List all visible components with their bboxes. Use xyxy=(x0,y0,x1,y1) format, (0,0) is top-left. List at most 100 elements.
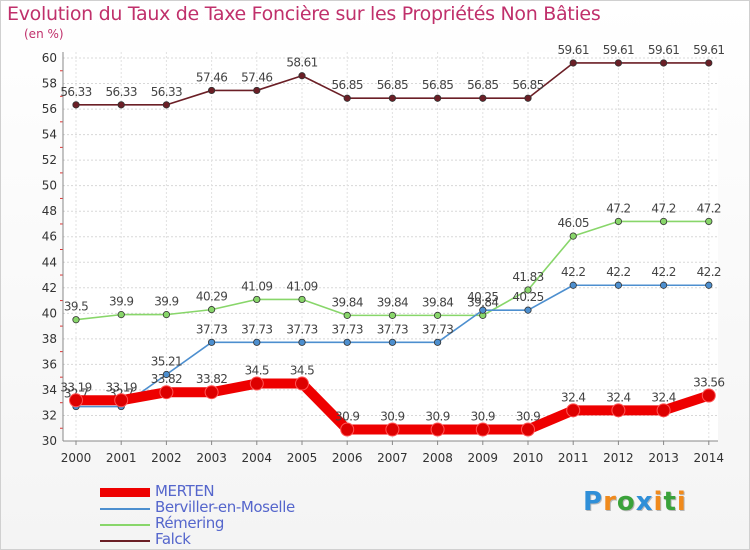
logo-letter: x xyxy=(635,487,654,517)
y-tick-label: 38 xyxy=(42,332,57,346)
data-label-falck: 56.85 xyxy=(377,78,408,92)
data-point-berviller-en-moselle xyxy=(388,338,396,346)
data-point-falck xyxy=(705,59,713,67)
legend-swatch xyxy=(100,508,150,510)
data-point-r-mering xyxy=(343,311,351,319)
data-point-berviller-en-moselle xyxy=(433,338,442,346)
data-point-falck xyxy=(479,94,487,102)
y-tick-label: 56 xyxy=(42,102,57,116)
data-label-r-mering: 41.83 xyxy=(512,270,543,284)
data-point-berviller-en-moselle xyxy=(343,338,351,346)
data-point-berviller-en-moselle xyxy=(659,281,668,289)
y-tick-label: 36 xyxy=(42,357,57,371)
data-label-r-mering: 39.84 xyxy=(422,295,453,309)
data-label-r-mering: 46.05 xyxy=(558,216,589,230)
data-label-falck: 59.61 xyxy=(648,43,679,57)
data-label-falck: 57.46 xyxy=(196,70,227,84)
data-label-r-mering: 41.09 xyxy=(241,279,272,293)
data-point-r-mering xyxy=(569,232,577,240)
data-point-r-mering xyxy=(524,286,532,294)
data-label-berviller-en-moselle: 42.2 xyxy=(651,265,675,279)
data-point-falck xyxy=(614,59,623,67)
data-label-merten: 32.4 xyxy=(606,390,630,404)
y-tick-label: 40 xyxy=(42,306,57,320)
logo-letter: i xyxy=(653,487,664,517)
y-tick-label: 50 xyxy=(42,179,57,193)
y-tick-label: 34 xyxy=(42,383,57,397)
x-tick-label: 2006 xyxy=(332,451,363,465)
data-label-berviller-en-moselle: 37.73 xyxy=(196,322,227,336)
y-tick-label: 30 xyxy=(42,434,57,448)
data-point-falck xyxy=(388,94,396,102)
data-label-falck: 59.61 xyxy=(603,43,634,57)
data-label-berviller-en-moselle: 37.73 xyxy=(332,322,363,336)
x-tick-label: 2014 xyxy=(694,451,725,465)
data-label-r-mering: 39.9 xyxy=(154,295,178,309)
x-tick-label: 2011 xyxy=(558,451,589,465)
data-label-merten: 33.19 xyxy=(60,380,91,394)
data-label-r-mering: 39.84 xyxy=(377,295,408,309)
data-label-berviller-en-moselle: 42.2 xyxy=(561,265,585,279)
plot-area xyxy=(63,52,718,441)
legend-swatch xyxy=(100,524,150,526)
data-point-r-mering xyxy=(388,311,396,319)
data-label-merten: 30.9 xyxy=(380,410,404,424)
data-point-merten xyxy=(521,422,535,437)
data-label-falck: 56.33 xyxy=(151,85,182,99)
data-point-merten xyxy=(340,422,355,437)
data-point-merten xyxy=(159,385,174,400)
data-point-merten xyxy=(430,422,445,437)
data-point-falck xyxy=(433,94,442,102)
data-label-merten: 34.5 xyxy=(290,364,314,378)
legend-label: MERTEN xyxy=(155,482,215,500)
data-point-falck xyxy=(343,94,351,102)
y-tick-label: 58 xyxy=(42,77,57,91)
data-point-r-mering xyxy=(298,295,306,304)
data-label-r-mering: 39.9 xyxy=(109,295,133,309)
data-label-berviller-en-moselle: 37.73 xyxy=(286,322,317,336)
data-point-r-mering xyxy=(659,217,668,226)
data-label-berviller-en-moselle: 37.73 xyxy=(377,322,408,336)
data-label-falck: 56.85 xyxy=(332,78,363,92)
data-point-merten xyxy=(69,393,83,408)
data-label-merten: 33.56 xyxy=(693,376,724,390)
data-label-r-mering: 39.5 xyxy=(64,300,88,314)
y-tick-label: 32 xyxy=(42,408,57,422)
x-tick-label: 2010 xyxy=(513,451,544,465)
y-tick-label: 42 xyxy=(42,281,57,295)
x-tick-label: 2013 xyxy=(648,451,679,465)
data-point-r-mering xyxy=(614,217,623,226)
data-label-r-mering: 47.2 xyxy=(651,201,675,215)
data-point-r-mering xyxy=(117,311,125,319)
x-tick-label: 2001 xyxy=(106,451,137,465)
data-label-berviller-en-moselle: 35.21 xyxy=(151,354,182,368)
data-point-r-mering xyxy=(208,306,216,314)
x-tick-label: 2008 xyxy=(422,451,453,465)
y-tick-label: 60 xyxy=(42,51,57,65)
data-point-falck xyxy=(162,101,170,109)
data-label-falck: 56.85 xyxy=(422,78,453,92)
data-label-merten: 32.4 xyxy=(561,390,585,404)
x-tick-label: 2002 xyxy=(151,451,182,465)
data-label-berviller-en-moselle: 42.2 xyxy=(606,265,630,279)
data-label-falck: 59.61 xyxy=(558,43,589,57)
data-label-berviller-en-moselle: 37.73 xyxy=(241,322,272,336)
data-label-berviller-en-moselle: 42.2 xyxy=(697,265,721,279)
data-point-berviller-en-moselle xyxy=(524,306,532,314)
data-label-berviller-en-moselle: 40.25 xyxy=(467,290,498,304)
data-label-merten: 30.9 xyxy=(516,410,540,424)
y-axis-unit: (en %) xyxy=(24,27,64,41)
logo-letter: P xyxy=(583,487,604,517)
legend-label: Rémering xyxy=(155,514,224,532)
data-label-falck: 58.61 xyxy=(286,56,317,70)
x-tick-label: 2005 xyxy=(287,451,318,465)
data-point-merten xyxy=(656,403,671,418)
data-point-berviller-en-moselle xyxy=(253,338,261,346)
data-point-r-mering xyxy=(705,217,713,226)
data-point-falck xyxy=(524,94,532,102)
data-point-merten xyxy=(385,422,400,437)
data-point-falck xyxy=(659,59,668,67)
legend-swatch xyxy=(100,540,150,542)
x-tick-label: 2003 xyxy=(196,451,227,465)
